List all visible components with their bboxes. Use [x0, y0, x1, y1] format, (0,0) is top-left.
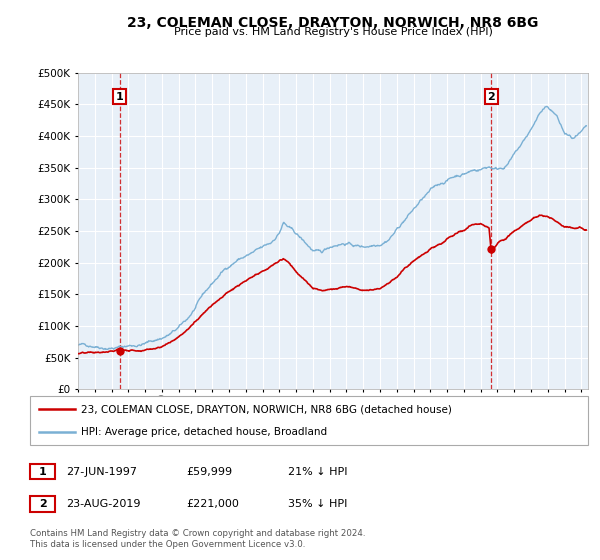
Text: 1: 1 [116, 91, 124, 101]
Text: £59,999: £59,999 [186, 466, 232, 477]
Text: 27-JUN-1997: 27-JUN-1997 [66, 466, 137, 477]
Text: 1: 1 [39, 466, 46, 477]
Text: HPI: Average price, detached house, Broadland: HPI: Average price, detached house, Broa… [81, 427, 327, 437]
Text: 2: 2 [39, 499, 46, 509]
Text: 23-AUG-2019: 23-AUG-2019 [66, 499, 140, 509]
Text: 23, COLEMAN CLOSE, DRAYTON, NORWICH, NR8 6BG: 23, COLEMAN CLOSE, DRAYTON, NORWICH, NR8… [127, 16, 539, 30]
Text: Price paid vs. HM Land Registry's House Price Index (HPI): Price paid vs. HM Land Registry's House … [173, 27, 493, 37]
Text: 23, COLEMAN CLOSE, DRAYTON, NORWICH, NR8 6BG (detached house): 23, COLEMAN CLOSE, DRAYTON, NORWICH, NR8… [81, 404, 452, 414]
Text: 21% ↓ HPI: 21% ↓ HPI [288, 466, 347, 477]
Text: 2: 2 [487, 91, 495, 101]
Text: £221,000: £221,000 [186, 499, 239, 509]
Text: Contains HM Land Registry data © Crown copyright and database right 2024.
This d: Contains HM Land Registry data © Crown c… [30, 529, 365, 549]
Text: 35% ↓ HPI: 35% ↓ HPI [288, 499, 347, 509]
